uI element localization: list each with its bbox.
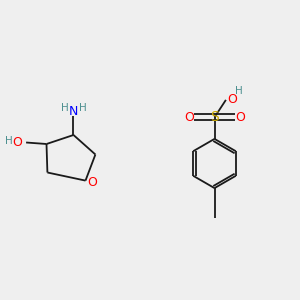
Text: H: H — [235, 86, 242, 96]
Text: S: S — [210, 110, 219, 124]
Text: O: O — [87, 176, 97, 190]
Text: H: H — [61, 103, 68, 113]
Text: H: H — [5, 136, 13, 146]
Text: N: N — [69, 105, 78, 119]
Text: H: H — [79, 103, 86, 113]
Text: O: O — [13, 136, 22, 149]
Text: O: O — [235, 111, 245, 124]
Text: O: O — [184, 111, 194, 124]
Text: O: O — [227, 93, 237, 106]
